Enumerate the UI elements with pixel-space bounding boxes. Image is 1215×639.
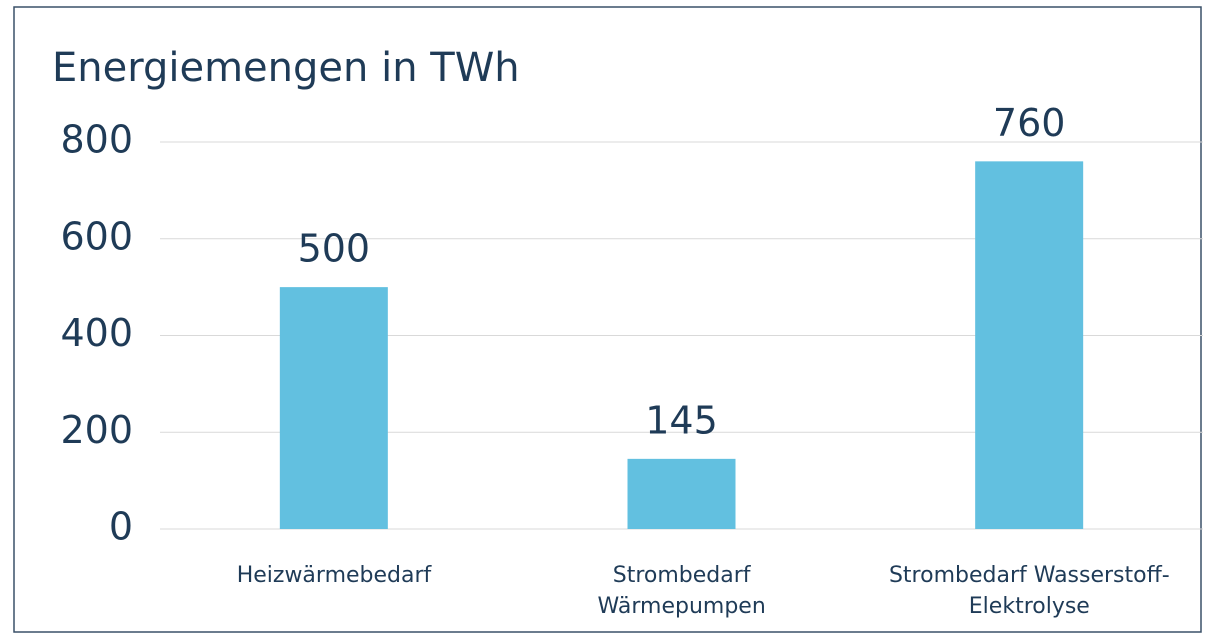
y-tick-label: 200 [60, 408, 133, 452]
bar [975, 161, 1084, 529]
y-tick-label: 0 [109, 505, 133, 549]
chart-border [13, 6, 1202, 633]
y-tick-label: 400 [60, 311, 133, 355]
data-label: 760 [993, 101, 1066, 145]
data-label: 145 [645, 398, 718, 442]
bar [627, 458, 736, 529]
y-tick-label: 800 [60, 118, 133, 162]
x-tick-label: Strombedarf Wasserstoff- Elektrolyse [888, 563, 1170, 619]
data-label: 500 [298, 227, 371, 271]
chart-title: Energiemengen in TWh [52, 45, 520, 91]
bar [279, 287, 388, 529]
y-tick-label: 600 [60, 214, 133, 258]
x-tick-label: Strombedarf Wärmepumpen [597, 563, 766, 619]
x-tick-label: Heizwärmebedarf [236, 563, 432, 588]
